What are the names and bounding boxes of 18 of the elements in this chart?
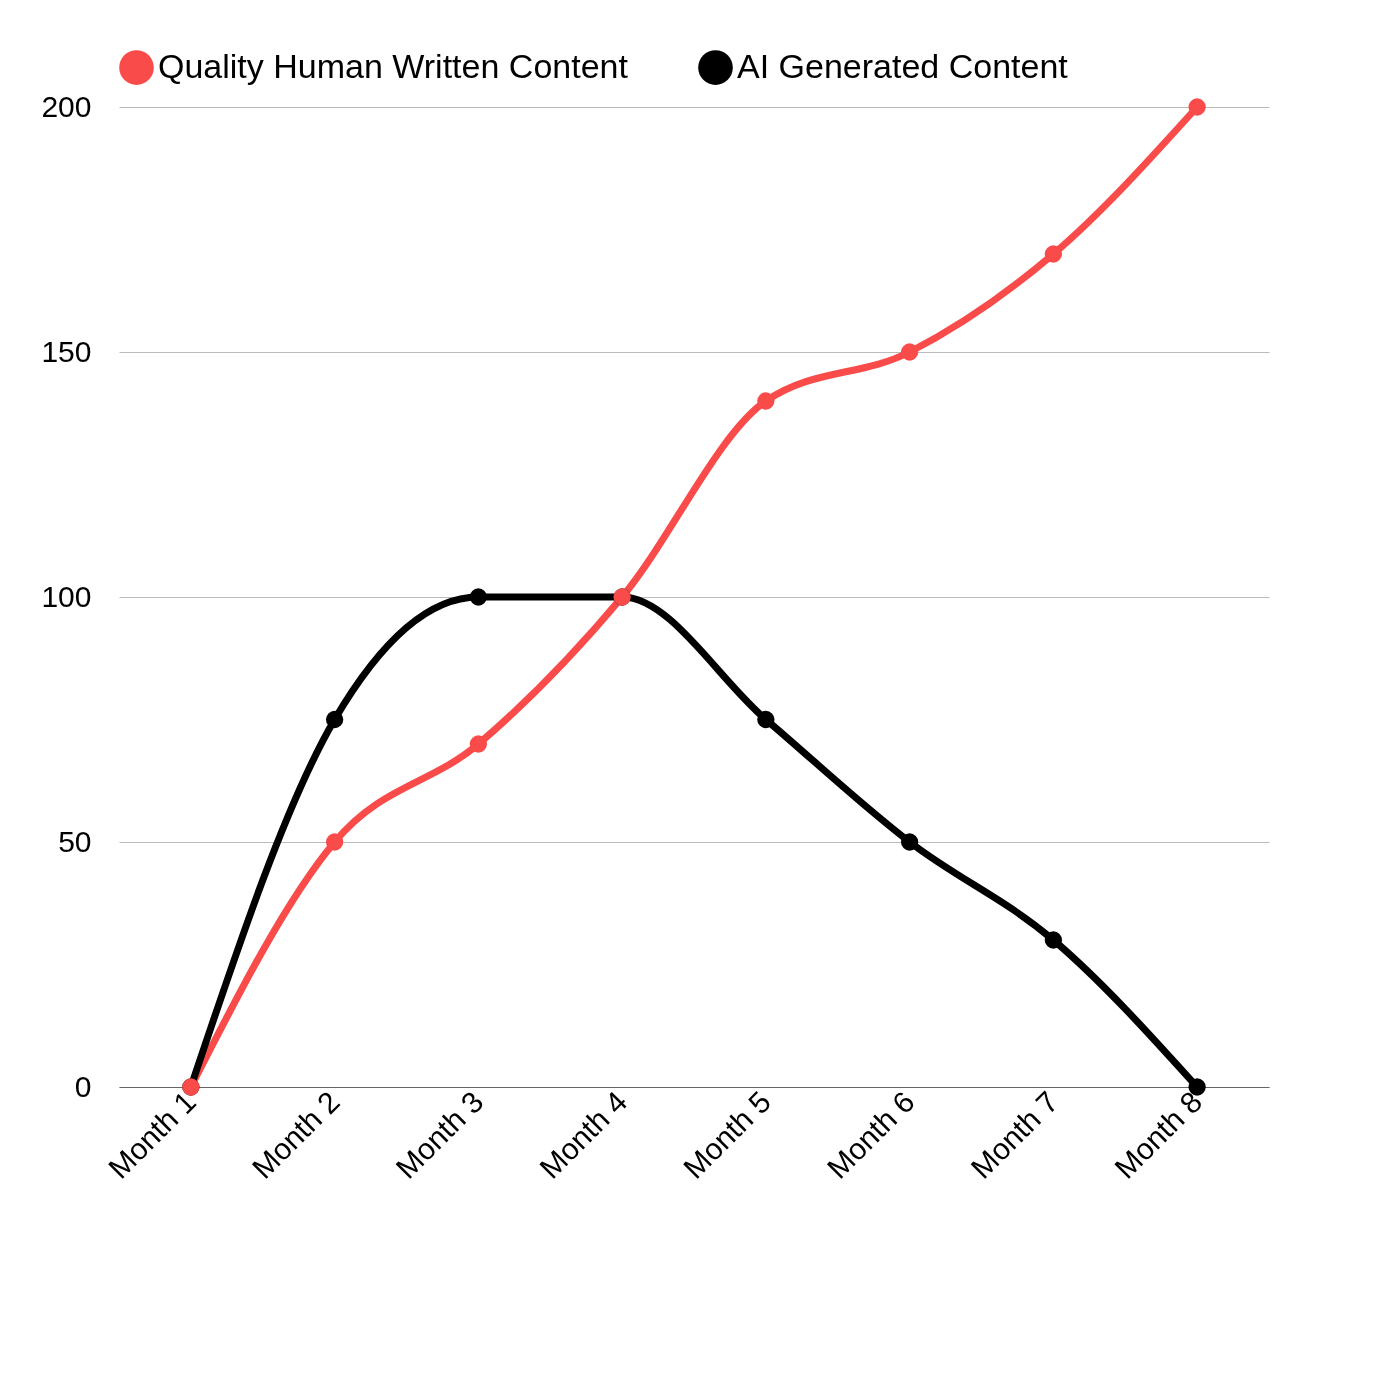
point xyxy=(325,710,344,729)
y-tick-label: 100 xyxy=(41,579,92,613)
y-tick-label: 0 xyxy=(74,1069,92,1103)
point xyxy=(1044,931,1063,949)
y-tick-label: 200 xyxy=(41,89,92,123)
point xyxy=(757,710,775,729)
point xyxy=(325,833,344,851)
point xyxy=(1044,245,1063,263)
point xyxy=(757,392,775,410)
point xyxy=(469,735,488,753)
point xyxy=(900,343,919,361)
legend-label: AI Generated Content xyxy=(737,46,1069,85)
legend-label: Quality Human Written Content xyxy=(158,46,629,85)
y-tick-label: 150 xyxy=(41,334,92,368)
point xyxy=(1188,98,1206,116)
y-tick-label: 50 xyxy=(58,824,92,858)
point xyxy=(900,833,919,851)
point xyxy=(469,588,488,606)
